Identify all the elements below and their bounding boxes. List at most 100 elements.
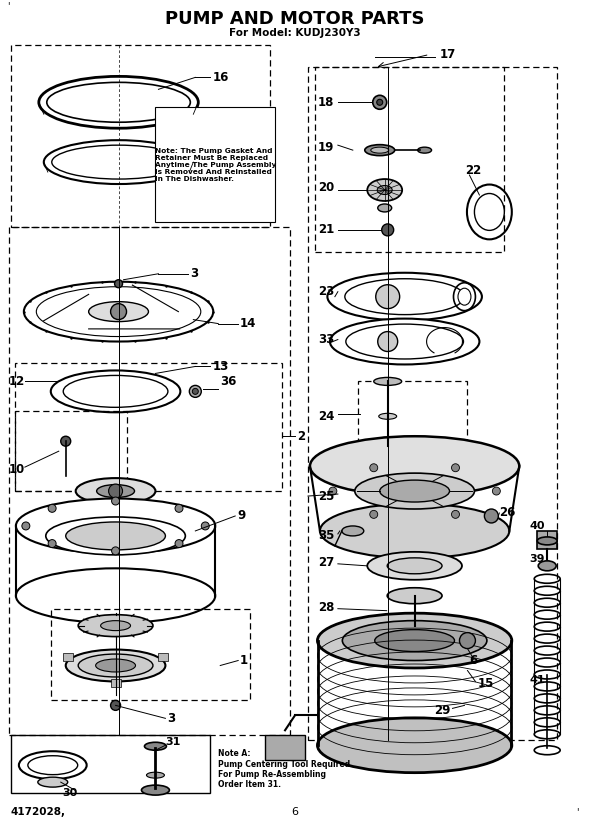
Circle shape bbox=[112, 497, 120, 505]
Ellipse shape bbox=[346, 324, 464, 359]
Circle shape bbox=[189, 386, 201, 397]
Text: 13: 13 bbox=[212, 360, 228, 373]
Ellipse shape bbox=[16, 499, 215, 554]
Ellipse shape bbox=[380, 480, 450, 502]
Text: 3: 3 bbox=[168, 712, 176, 725]
Text: 31: 31 bbox=[165, 737, 181, 747]
Ellipse shape bbox=[76, 478, 155, 504]
Ellipse shape bbox=[28, 756, 78, 775]
Text: 41: 41 bbox=[529, 676, 545, 686]
Ellipse shape bbox=[78, 654, 153, 677]
Ellipse shape bbox=[395, 620, 435, 632]
Bar bbox=[63, 653, 73, 661]
Ellipse shape bbox=[37, 287, 201, 336]
Text: 29: 29 bbox=[435, 704, 451, 717]
Text: 21: 21 bbox=[318, 223, 334, 236]
Text: 1: 1 bbox=[240, 654, 248, 667]
Ellipse shape bbox=[377, 185, 392, 194]
Text: 30: 30 bbox=[63, 788, 78, 798]
Text: For Model: KUDJ230Y3: For Model: KUDJ230Y3 bbox=[229, 27, 361, 38]
Text: 17: 17 bbox=[440, 48, 456, 61]
Ellipse shape bbox=[65, 649, 165, 681]
Ellipse shape bbox=[46, 517, 185, 555]
Circle shape bbox=[114, 279, 123, 288]
Bar bbox=[358, 382, 467, 447]
Circle shape bbox=[329, 487, 337, 495]
Bar bbox=[15, 411, 126, 491]
Text: 28: 28 bbox=[318, 602, 335, 614]
Text: PUMP AND MOTOR PARTS: PUMP AND MOTOR PARTS bbox=[165, 10, 425, 27]
Circle shape bbox=[109, 484, 123, 498]
Bar bbox=[158, 653, 168, 661]
Ellipse shape bbox=[355, 473, 474, 509]
Text: 33: 33 bbox=[318, 333, 334, 346]
Circle shape bbox=[48, 540, 56, 548]
Circle shape bbox=[110, 304, 126, 320]
Text: ': ' bbox=[7, 2, 9, 12]
Text: 3: 3 bbox=[191, 267, 198, 280]
Circle shape bbox=[493, 487, 500, 495]
Circle shape bbox=[22, 522, 30, 530]
Bar bbox=[315, 68, 504, 252]
Bar bbox=[155, 107, 275, 222]
Circle shape bbox=[378, 331, 398, 352]
Bar bbox=[265, 735, 305, 761]
Ellipse shape bbox=[375, 630, 454, 652]
Ellipse shape bbox=[16, 569, 215, 623]
Text: 6: 6 bbox=[470, 654, 478, 667]
Circle shape bbox=[192, 388, 198, 395]
Text: 4172028,: 4172028, bbox=[11, 807, 66, 817]
Ellipse shape bbox=[379, 414, 396, 419]
Ellipse shape bbox=[418, 147, 431, 153]
Ellipse shape bbox=[52, 145, 185, 179]
Ellipse shape bbox=[537, 537, 557, 545]
Ellipse shape bbox=[387, 588, 442, 604]
Ellipse shape bbox=[317, 718, 512, 773]
Bar bbox=[308, 68, 557, 740]
Circle shape bbox=[382, 224, 394, 236]
Text: 36: 36 bbox=[220, 375, 237, 388]
Text: 26: 26 bbox=[499, 507, 516, 519]
Ellipse shape bbox=[65, 522, 165, 550]
Ellipse shape bbox=[367, 179, 402, 201]
Circle shape bbox=[175, 540, 183, 548]
Ellipse shape bbox=[38, 777, 68, 787]
Ellipse shape bbox=[371, 147, 389, 153]
Circle shape bbox=[484, 509, 499, 523]
Circle shape bbox=[48, 504, 56, 513]
Ellipse shape bbox=[24, 282, 213, 341]
Ellipse shape bbox=[63, 376, 168, 407]
Ellipse shape bbox=[101, 620, 130, 630]
Ellipse shape bbox=[97, 485, 135, 498]
Ellipse shape bbox=[474, 194, 504, 231]
Ellipse shape bbox=[96, 659, 136, 672]
Text: 20: 20 bbox=[318, 180, 334, 194]
Text: 16: 16 bbox=[212, 71, 229, 84]
Circle shape bbox=[451, 464, 460, 471]
Ellipse shape bbox=[145, 742, 166, 750]
Ellipse shape bbox=[342, 526, 364, 536]
Circle shape bbox=[110, 700, 120, 710]
Ellipse shape bbox=[88, 302, 149, 321]
Text: 25: 25 bbox=[318, 489, 335, 503]
Text: Note: The Pump Gasket And
Retainer Must Be Replaced
Anytime The Pump Assembly
Is: Note: The Pump Gasket And Retainer Must … bbox=[155, 148, 276, 182]
Circle shape bbox=[373, 96, 386, 110]
Text: 40: 40 bbox=[529, 521, 545, 531]
Bar bbox=[9, 227, 290, 735]
Ellipse shape bbox=[538, 561, 556, 571]
Ellipse shape bbox=[310, 436, 519, 496]
Circle shape bbox=[112, 547, 120, 555]
Text: 15: 15 bbox=[477, 677, 494, 690]
Text: 23: 23 bbox=[318, 285, 334, 298]
Ellipse shape bbox=[376, 438, 399, 445]
Ellipse shape bbox=[320, 503, 509, 559]
Text: 10: 10 bbox=[9, 462, 25, 475]
Ellipse shape bbox=[378, 204, 392, 212]
Circle shape bbox=[451, 510, 460, 518]
Text: 2: 2 bbox=[297, 430, 305, 442]
Circle shape bbox=[175, 504, 183, 513]
Text: 12: 12 bbox=[9, 375, 25, 388]
Text: 19: 19 bbox=[318, 141, 335, 153]
Circle shape bbox=[370, 510, 378, 518]
Ellipse shape bbox=[387, 558, 442, 574]
